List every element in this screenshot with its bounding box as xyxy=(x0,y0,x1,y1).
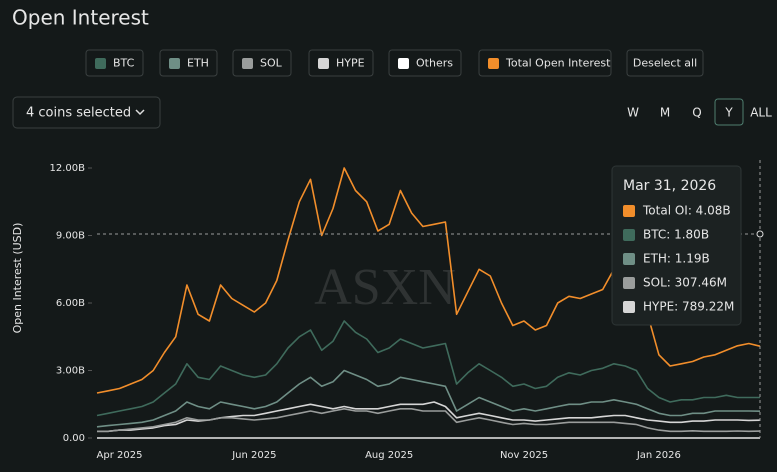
range-button[interactable]: M xyxy=(660,106,670,120)
x-tick-label: Jun 2025 xyxy=(231,450,276,461)
dropdown-label[interactable]: 4 coins selected xyxy=(26,106,131,121)
legend-label[interactable]: Others xyxy=(416,57,453,70)
tooltip-item: Total OI: 4.08B xyxy=(642,204,731,218)
range-button[interactable]: Y xyxy=(724,106,733,120)
y-tick-label: 6.00B xyxy=(56,298,85,309)
legend-button[interactable] xyxy=(232,49,292,77)
range-active-box[interactable] xyxy=(714,98,744,126)
tooltip-swatch xyxy=(623,301,635,313)
tooltip-date: Mar 31, 2026 xyxy=(623,178,716,194)
y-tick-label: 3.00B xyxy=(56,366,85,377)
series-line xyxy=(96,320,760,417)
legend-label[interactable]: SOL xyxy=(260,57,283,70)
tooltip-item: BTC: 1.80B xyxy=(643,228,709,242)
tooltip-item: HYPE: 789.22M xyxy=(643,300,734,314)
coin-dropdown[interactable] xyxy=(12,96,161,129)
tooltip-swatch xyxy=(623,205,635,217)
legend-button[interactable] xyxy=(159,49,218,77)
legend-label[interactable]: HYPE xyxy=(336,57,365,70)
legend-button[interactable] xyxy=(85,49,144,77)
legend-swatch[interactable] xyxy=(242,58,253,69)
legend-swatch[interactable] xyxy=(169,58,180,69)
legend-swatch[interactable] xyxy=(398,58,409,69)
watermark: ASXN xyxy=(314,259,456,316)
legend-button[interactable] xyxy=(478,49,612,77)
x-tick-label: Aug 2025 xyxy=(365,450,413,461)
tooltip-swatch xyxy=(623,253,635,265)
legend-button[interactable] xyxy=(388,49,462,77)
legend-label[interactable]: BTC xyxy=(113,57,135,70)
y-axis-label: Open Interest (USD) xyxy=(11,223,24,334)
range-button[interactable]: W xyxy=(627,106,639,120)
crosshair-dot xyxy=(756,230,764,238)
page-title: Open Interest xyxy=(12,6,149,30)
tooltip-swatch xyxy=(623,229,635,241)
range-button[interactable]: ALL xyxy=(750,106,772,120)
y-tick-label: 9.00B xyxy=(56,231,85,242)
deselect-button[interactable] xyxy=(626,49,704,77)
range-button[interactable]: Q xyxy=(692,106,701,120)
x-tick-label: Nov 2025 xyxy=(500,450,548,461)
legend-swatch[interactable] xyxy=(95,58,106,69)
x-tick-label: Apr 2025 xyxy=(97,450,143,461)
tooltip-item: SOL: 307.46M xyxy=(643,276,727,290)
legend-label[interactable]: Total Open Interest xyxy=(505,57,611,70)
legend-button[interactable] xyxy=(308,49,374,77)
y-tick-label: 12.00B xyxy=(50,163,86,174)
tooltip-item: ETH: 1.19B xyxy=(643,252,710,266)
series-line xyxy=(97,408,761,433)
legend-label[interactable]: ETH xyxy=(187,57,209,70)
dropdown-chevron[interactable] xyxy=(135,109,145,116)
legend-swatch[interactable] xyxy=(488,58,499,69)
tooltip-swatch xyxy=(623,277,635,289)
series-line xyxy=(96,369,761,428)
tooltip-box xyxy=(611,165,742,326)
y-tick-label: 0.00 xyxy=(63,433,85,444)
deselect-label[interactable]: Deselect all xyxy=(633,57,697,70)
x-tick-label: Jan 2026 xyxy=(636,450,681,461)
legend-swatch[interactable] xyxy=(318,58,329,69)
